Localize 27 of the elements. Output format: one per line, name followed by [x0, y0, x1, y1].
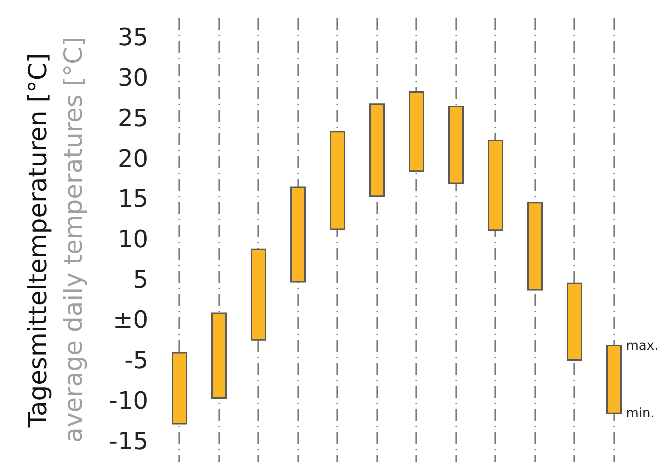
bar	[409, 92, 424, 172]
bar	[567, 282, 582, 362]
annotation: min.	[626, 406, 655, 422]
y-tick-label: -15	[109, 427, 148, 456]
y-tick-label: 35	[118, 24, 148, 52]
y-tick-label: -10	[109, 386, 148, 415]
bar	[370, 104, 385, 198]
y-tick-label: ±0	[113, 306, 148, 334]
y-tick-label: 25	[118, 104, 148, 132]
bar	[488, 140, 504, 232]
bar	[330, 131, 346, 230]
bar	[251, 248, 266, 341]
y-tick-label: 10	[118, 226, 148, 254]
bar	[448, 106, 464, 184]
annotation: max.	[626, 338, 659, 354]
text: average daily temperatures [°C]	[59, 37, 88, 443]
bar	[212, 312, 227, 399]
y-tick-label: 15	[118, 185, 148, 214]
bar	[528, 202, 543, 291]
y-tick-label: 20	[118, 144, 148, 173]
y-tick-label: 30	[118, 64, 148, 92]
bar	[606, 345, 622, 414]
bar	[290, 186, 306, 283]
y-tick-label: -5	[124, 346, 148, 375]
bar	[172, 352, 188, 425]
y-tick-label: 5	[133, 266, 148, 294]
y-axis-title: Tagesmitteltemperaturen [°C]	[23, 53, 52, 429]
